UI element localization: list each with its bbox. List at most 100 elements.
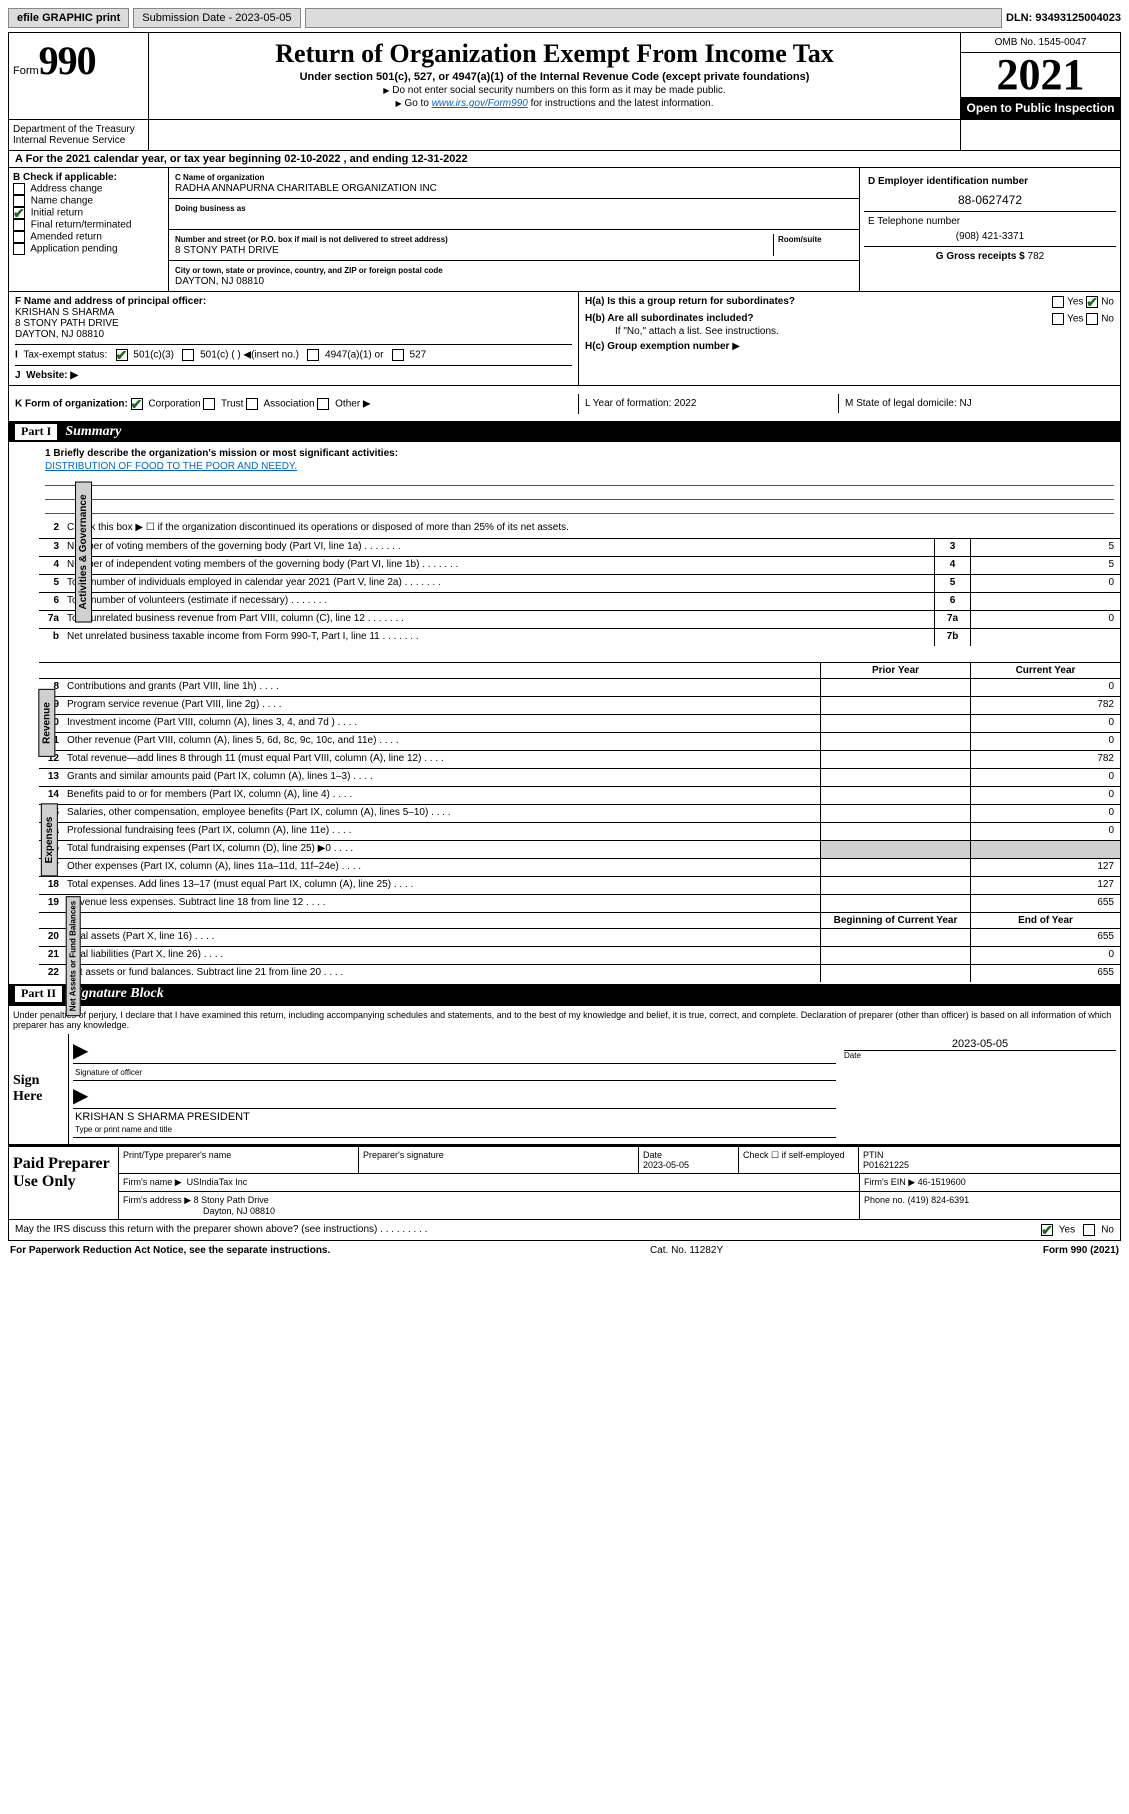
part2-bar: Part II Signature Block: [9, 984, 1120, 1004]
box-b-option: Initial return: [13, 207, 164, 219]
ha-yes-checkbox[interactable]: [1052, 296, 1064, 308]
sig-officer-label: Signature of officer: [75, 1068, 142, 1077]
box-b-option: Name change: [13, 195, 164, 207]
box-b-opt-4-checkbox[interactable]: [13, 231, 25, 243]
4947-checkbox[interactable]: [307, 349, 319, 361]
prep-phone: (419) 824-6391: [908, 1195, 970, 1205]
line2-text: Check this box ▶ ☐ if the organization d…: [63, 520, 1120, 538]
phone-value: (908) 421-3371: [868, 231, 1112, 242]
table-row: 17Other expenses (Part IX, column (A), l…: [39, 858, 1120, 876]
ein-label: D Employer identification number: [868, 176, 1028, 187]
sign-here-row: Sign Here ▶ Signature of officer ▶ KRISH…: [9, 1034, 1120, 1145]
header-right: OMB No. 1545-0047 2021 Open to Public In…: [960, 33, 1120, 119]
header-center: Return of Organization Exempt From Incom…: [149, 33, 960, 119]
street-address: 8 STONY PATH DRIVE: [175, 245, 279, 256]
tab-revenue: Revenue: [38, 689, 55, 757]
part1-num: Part I: [15, 424, 57, 440]
row-f-i-h: F Name and address of principal officer:…: [9, 292, 1120, 386]
527-checkbox[interactable]: [392, 349, 404, 361]
501c3-checkbox[interactable]: [116, 349, 128, 361]
sub-note-2: Go to www.irs.gov/Form990 for instructio…: [159, 98, 950, 109]
form-container: Form990 Return of Organization Exempt Fr…: [8, 32, 1121, 1241]
table-row: 4Number of independent voting members of…: [39, 556, 1120, 574]
table-row: 5Total number of individuals employed in…: [39, 574, 1120, 592]
table-row: 3Number of voting members of the governi…: [39, 538, 1120, 556]
city-label: City or town, state or province, country…: [175, 266, 443, 275]
mission-text: DISTRIBUTION OF FOOD TO THE POOR AND NEE…: [45, 461, 297, 472]
phone-label: E Telephone number: [868, 216, 960, 227]
box-k: K Form of organization: Corporation Trus…: [9, 394, 579, 414]
dept-treasury: Department of the TreasuryInternal Reven…: [9, 120, 149, 150]
box-d-e-g: D Employer identification number 88-06274…: [860, 168, 1120, 291]
tab-net-assets: Net Assets or Fund Balances: [66, 896, 81, 1016]
row-klm: K Form of organization: Corporation Trus…: [9, 386, 1120, 422]
top-bar: efile GRAPHIC print Submission Date - 20…: [8, 8, 1121, 28]
box-b-option: Address change: [13, 183, 164, 195]
tax-year: 2021: [961, 53, 1120, 97]
row-a-tax-year: A For the 2021 calendar year, or tax yea…: [9, 151, 1120, 168]
box-b-option: Final return/terminated: [13, 219, 164, 231]
k-assoc-checkbox[interactable]: [246, 398, 258, 410]
table-row: 15Salaries, other compensation, employee…: [39, 804, 1120, 822]
boxes-bcdeg: B Check if applicable: Address change Na…: [9, 168, 1120, 292]
hb-yes-checkbox[interactable]: [1052, 313, 1064, 325]
box-l: L Year of formation: 2022: [579, 394, 839, 413]
mission-block: 1 Briefly describe the organization's mi…: [39, 442, 1120, 520]
page-title: Return of Organization Exempt From Incom…: [159, 39, 950, 69]
box-j: J Website: ▶: [15, 365, 572, 381]
addr-label: Number and street (or P.O. box if mail i…: [175, 235, 448, 244]
org-name: RADHA ANNAPURNA CHARITABLE ORGANIZATION …: [175, 183, 437, 194]
blank-bar: [305, 8, 1003, 28]
prep-date-hdr: Date2023-05-05: [639, 1147, 739, 1173]
sig-date-value: 2023-05-05: [844, 1038, 1116, 1050]
dln-label: DLN: 93493125004023: [1006, 12, 1121, 24]
k-other-checkbox[interactable]: [317, 398, 329, 410]
prep-ptin-hdr: PTINP01621225: [859, 1147, 1120, 1173]
table-row: 8Contributions and grants (Part VIII, li…: [39, 678, 1120, 696]
501c-checkbox[interactable]: [182, 349, 194, 361]
table-row: 21Total liabilities (Part X, line 26) . …: [39, 946, 1120, 964]
box-c: C Name of organizationRADHA ANNAPURNA CH…: [169, 168, 860, 291]
footer-left: For Paperwork Reduction Act Notice, see …: [10, 1245, 330, 1256]
ein-value: 88-0627472: [868, 193, 1112, 207]
k-corp-checkbox[interactable]: [131, 398, 143, 410]
box-b-opt-5-checkbox[interactable]: [13, 243, 25, 255]
table-row: 16aProfessional fundraising fees (Part I…: [39, 822, 1120, 840]
subtitle: Under section 501(c), 527, or 4947(a)(1)…: [159, 71, 950, 83]
footer-mid: Cat. No. 11282Y: [650, 1245, 723, 1256]
table-row: bTotal fundraising expenses (Part IX, co…: [39, 840, 1120, 858]
form-num-cell: Form990: [9, 33, 149, 119]
prep-name-hdr: Print/Type preparer's name: [119, 1147, 359, 1173]
firm-name: USIndiaTax Inc: [187, 1177, 248, 1187]
k-trust-checkbox[interactable]: [203, 398, 215, 410]
c-name-label: C Name of organization: [175, 173, 264, 182]
box-m: M State of legal domicile: NJ: [839, 394, 1120, 413]
efile-print-button[interactable]: efile GRAPHIC print: [8, 8, 129, 28]
sign-here-label: Sign Here: [9, 1034, 69, 1144]
ha-no-checkbox[interactable]: [1086, 296, 1098, 308]
officer-signed-name: KRISHAN S SHARMA PRESIDENT: [75, 1111, 250, 1123]
hc-note: If "No," attach a list. See instructions…: [585, 326, 1114, 337]
prep-sig-hdr: Preparer's signature: [359, 1147, 639, 1173]
irs-link[interactable]: www.irs.gov/Form990: [432, 98, 528, 109]
gross-label: G Gross receipts $: [936, 251, 1025, 262]
hb-no-checkbox[interactable]: [1086, 313, 1098, 325]
box-b-opt-0-checkbox[interactable]: [13, 183, 25, 195]
city-state-zip: DAYTON, NJ 08810: [175, 276, 264, 287]
firm-ein: 46-1519600: [918, 1177, 966, 1187]
open-public-badge: Open to Public Inspection: [961, 97, 1120, 119]
sub-note-1: Do not enter social security numbers on …: [159, 85, 950, 96]
part1-title: Summary: [65, 424, 121, 440]
table-row: 9Program service revenue (Part VIII, lin…: [39, 696, 1120, 714]
box-b-opt-3-checkbox[interactable]: [13, 219, 25, 231]
room-label: Room/suite: [778, 235, 822, 244]
discuss-yes-checkbox[interactable]: [1041, 1224, 1053, 1236]
table-row: 20Total assets (Part X, line 16) . . . .…: [39, 928, 1120, 946]
discuss-no-checkbox[interactable]: [1083, 1224, 1095, 1236]
box-b-opt-2-checkbox[interactable]: [13, 207, 25, 219]
part1-bar: Part I Summary: [9, 422, 1120, 442]
table-row: 14Benefits paid to or for members (Part …: [39, 786, 1120, 804]
table-row: 10Investment income (Part VIII, column (…: [39, 714, 1120, 732]
dba-label: Doing business as: [175, 204, 246, 213]
box-b-label: B Check if applicable:: [13, 172, 164, 183]
